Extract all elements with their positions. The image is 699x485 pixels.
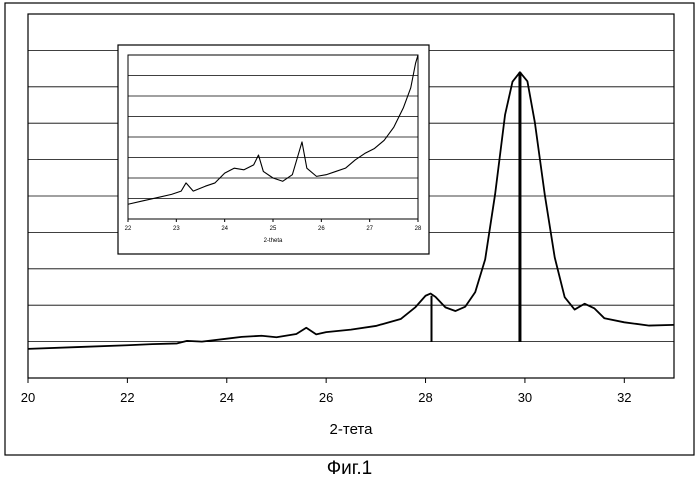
x-tick-label: 26 [319, 390, 333, 405]
x-tick-label: 26 [318, 226, 325, 232]
inset-x-axis-label: 2-theta [264, 238, 283, 244]
x-tick-label: 20 [21, 390, 35, 405]
x-tick-label: 32 [617, 390, 631, 405]
x-tick-label: 22 [125, 226, 132, 232]
x-tick-label: 22 [120, 390, 134, 405]
x-tick-label: 27 [366, 226, 373, 232]
x-tick-label: 30 [518, 390, 532, 405]
x-tick-label: 24 [220, 390, 234, 405]
x-tick-label: 28 [418, 390, 432, 405]
inset-chart: 22 23 24 25 26 27 28 2-theta [118, 45, 429, 254]
main-x-axis-label: 2-тета [330, 421, 374, 438]
x-tick-label: 24 [221, 226, 228, 232]
inset-frame [118, 45, 429, 254]
figure-caption: Фиг.1 [0, 458, 699, 480]
x-tick-label: 28 [415, 226, 422, 232]
x-tick-label: 23 [173, 226, 180, 232]
x-tick-label: 25 [270, 226, 277, 232]
